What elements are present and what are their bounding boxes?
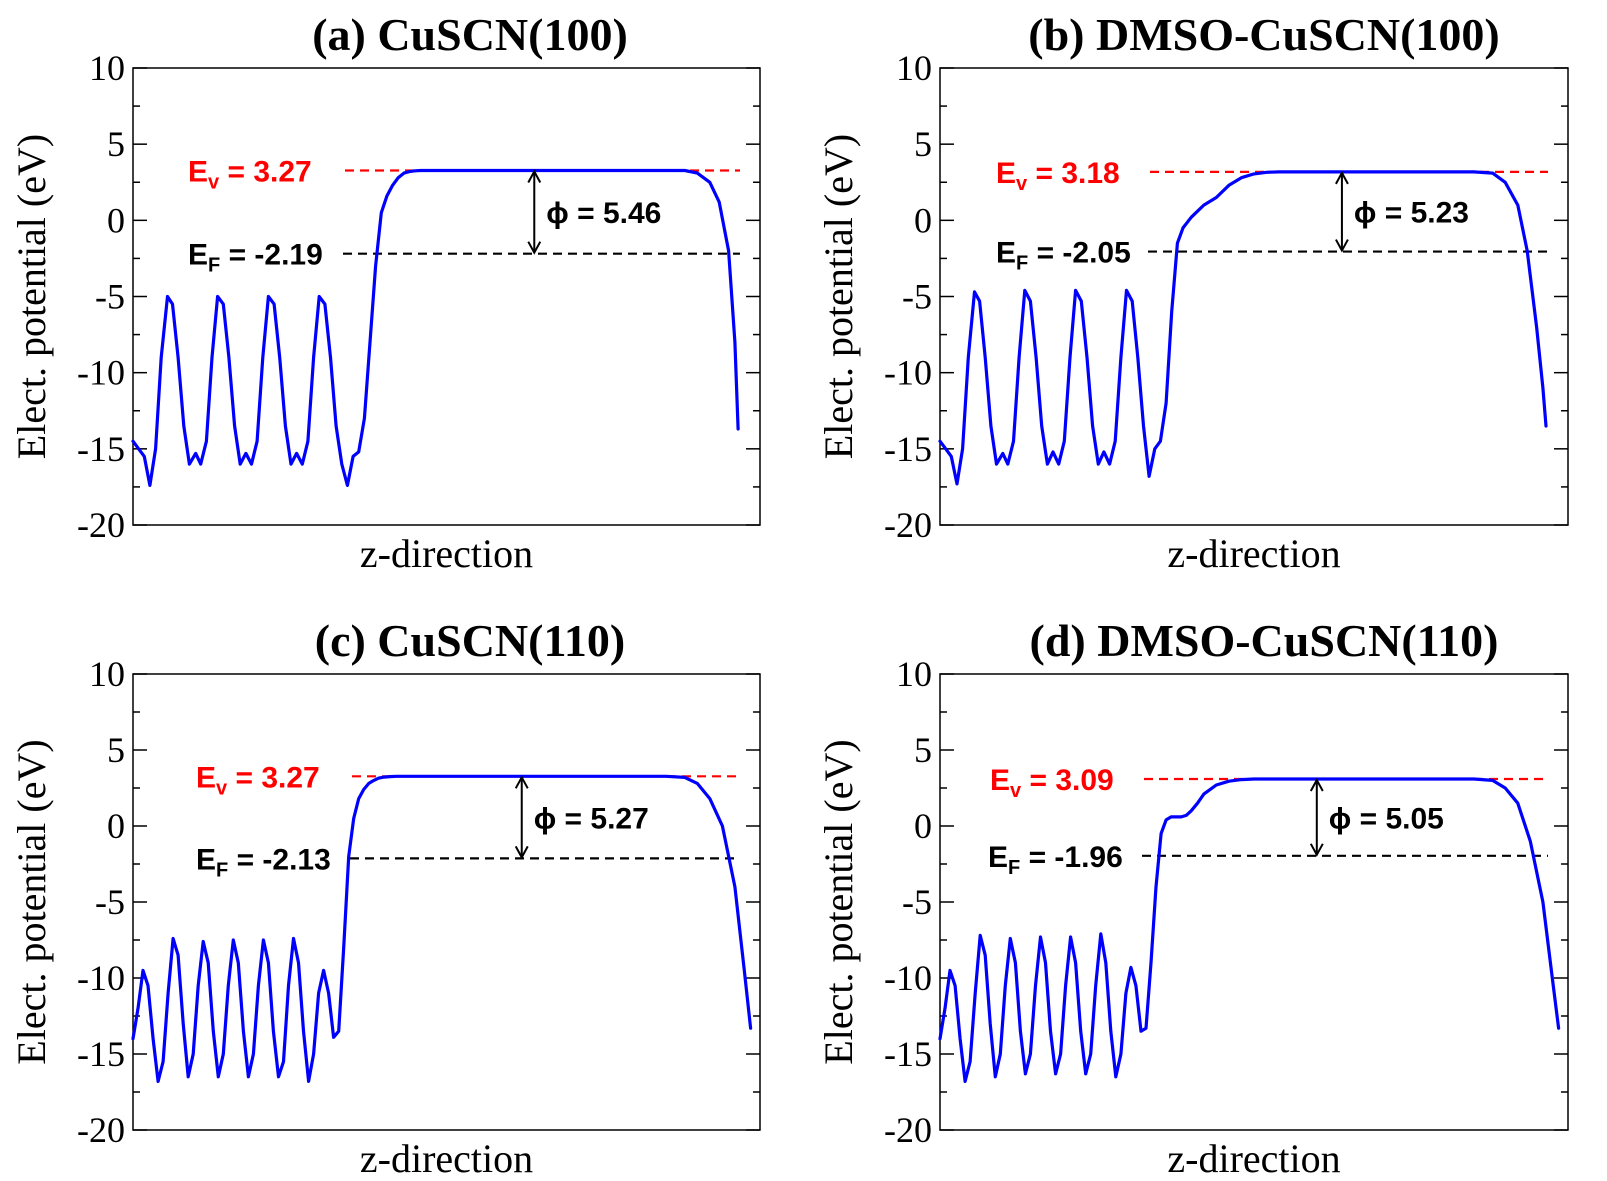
work-function-label: ϕ = 5.46 <box>546 197 661 230</box>
vacuum-level-label: Ev = 3.09 <box>990 764 1114 802</box>
arrow-head-bottom <box>1309 843 1324 857</box>
panel-c: (c) CuSCN(110) 10 5 0 -5 -10 -15 -20 z-direction… <box>9 615 761 1181</box>
arrow-head-bottom <box>1335 239 1349 253</box>
arrow-head-top <box>1309 777 1324 792</box>
y-tick-label: -10 <box>77 958 125 998</box>
panel-b: (b) DMSO-CuSCN(100) 10 5 0 -5 -10 -15 -20 z-dire… <box>816 9 1569 576</box>
plot-frame <box>939 673 1569 1131</box>
panel-title: (b) DMSO-CuSCN(100) <box>1028 9 1500 60</box>
arrow-head-top <box>514 775 529 789</box>
y-tick-label: 10 <box>89 48 125 88</box>
y-tick-label: -20 <box>77 505 125 545</box>
work-function-label: ϕ = 5.23 <box>1354 197 1469 230</box>
y-tick-label: 0 <box>107 806 125 846</box>
y-tick-label: -15 <box>77 429 125 469</box>
potential-curve <box>938 777 1561 1083</box>
panel-title: (c) CuSCN(110) <box>315 615 625 666</box>
y-tick-label: -5 <box>902 277 932 317</box>
y-axis-label: Elect. potential (eV) <box>816 739 861 1064</box>
x-axis-label: z-direction <box>360 531 533 576</box>
vacuum-level-label: Ev = 3.27 <box>196 761 320 799</box>
y-tick-label: -15 <box>884 429 932 469</box>
arrow-head-top <box>527 169 542 183</box>
fermi-level-label: EF = -2.19 <box>188 239 323 277</box>
panel-title: (d) DMSO-CuSCN(110) <box>1030 615 1499 666</box>
fermi-level-label: EF = -2.13 <box>196 843 331 881</box>
y-axis-label: Elect. potential (eV) <box>9 739 54 1064</box>
y-tick-label: 10 <box>896 654 932 694</box>
arrow-head-bottom <box>527 241 542 255</box>
y-axis-label: Elect. potential (eV) <box>9 134 54 459</box>
vacuum-level-label: Ev = 3.18 <box>996 157 1120 195</box>
y-tick-label: 5 <box>107 730 125 770</box>
fermi-level-label: EF = -2.05 <box>996 237 1131 275</box>
y-tick-label: -5 <box>95 277 125 317</box>
y-tick-label: 10 <box>896 48 932 88</box>
y-tick-label: 0 <box>914 806 932 846</box>
y-tick-label: -20 <box>884 1110 932 1150</box>
potential-curve <box>131 168 740 487</box>
y-tick-label: -20 <box>884 505 932 545</box>
y-axis-label: Elect. potential (eV) <box>816 134 861 459</box>
plot-frame <box>939 67 1569 526</box>
y-tick-label: -15 <box>884 1034 932 1074</box>
y-tick-label: -5 <box>95 882 125 922</box>
x-axis-label: z-direction <box>1167 531 1340 576</box>
work-function-label: ϕ = 5.27 <box>534 802 649 835</box>
y-tick-label: 5 <box>914 730 932 770</box>
potential-curve <box>938 170 1548 486</box>
y-tick-label: -20 <box>77 1110 125 1150</box>
plot-frame <box>132 67 761 526</box>
potential-curve <box>131 774 753 1083</box>
y-tick-label: 5 <box>107 124 125 164</box>
y-tick-label: 0 <box>914 200 932 240</box>
y-tick-label: -10 <box>884 958 932 998</box>
y-tick-label: -10 <box>884 353 932 393</box>
panel-a: (a) CuSCN(100) 10 5 0 -5 -10 -15 -20 z-direction… <box>9 9 761 576</box>
work-function-label: ϕ = 5.05 <box>1329 802 1444 835</box>
y-tick-label: -15 <box>77 1034 125 1074</box>
y-tick-label: -5 <box>902 882 932 922</box>
y-tick-label: -10 <box>77 353 125 393</box>
plot-frame <box>132 673 761 1131</box>
arrow-head-bottom <box>514 845 529 860</box>
y-tick-label: 10 <box>89 654 125 694</box>
arrow-head-top <box>1335 170 1349 185</box>
vacuum-level-label: Ev = 3.27 <box>188 156 312 194</box>
x-axis-label: z-direction <box>360 1136 533 1181</box>
y-tick-label: 5 <box>914 124 932 164</box>
y-tick-label: 0 <box>107 200 125 240</box>
panel-d: (d) DMSO-CuSCN(110) 10 5 0 -5 -10 -15 -20 z-dire… <box>816 615 1569 1181</box>
x-axis-label: z-direction <box>1167 1136 1340 1181</box>
fermi-level-label: EF = -1.96 <box>988 841 1123 879</box>
panel-title: (a) CuSCN(100) <box>312 9 628 60</box>
